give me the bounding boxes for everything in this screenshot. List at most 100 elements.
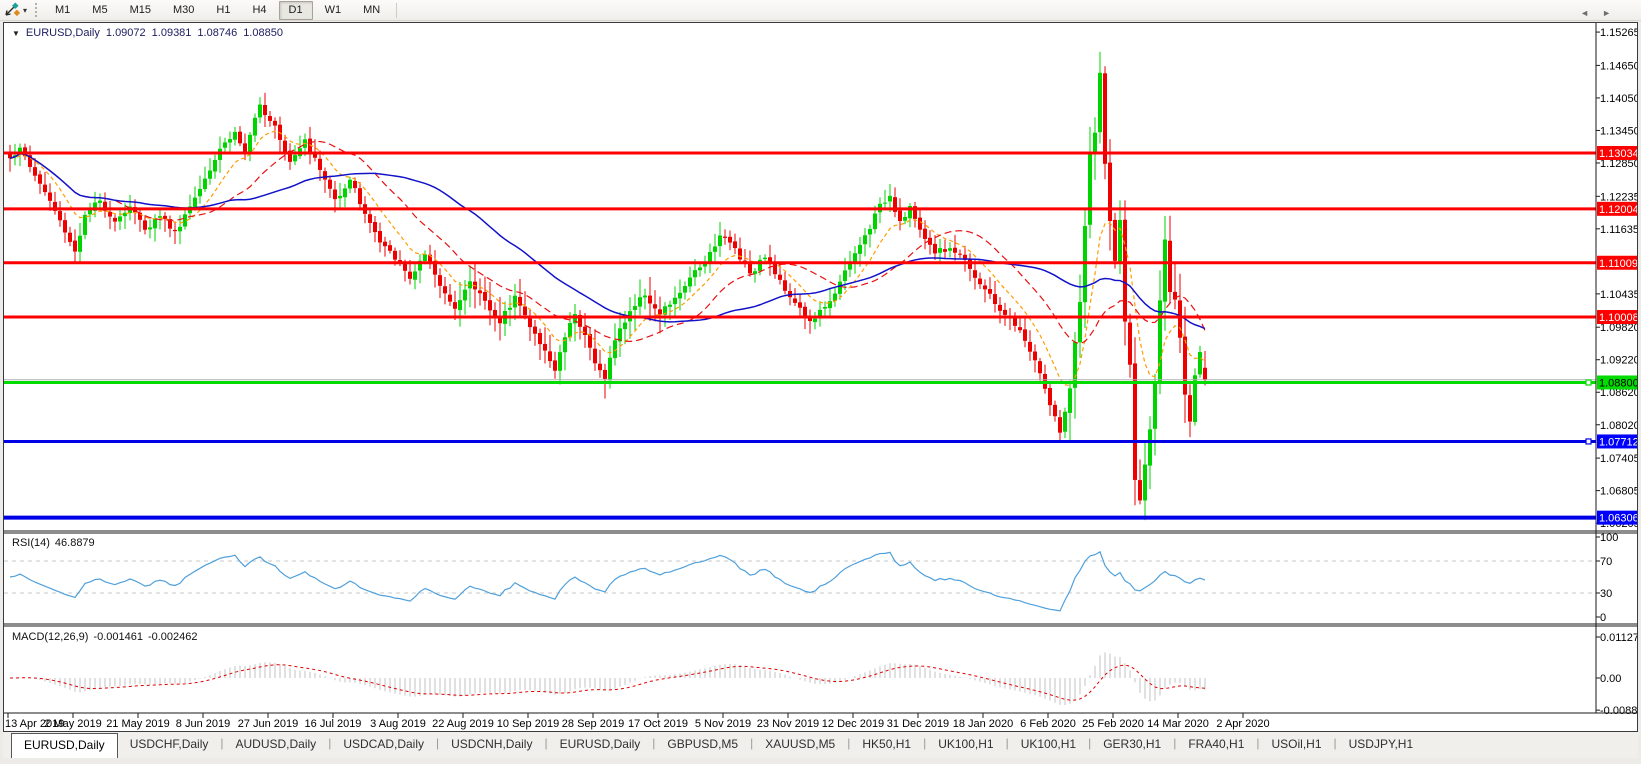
chart-tab-fra40-h1[interactable]: FRA40,H1 <box>1188 737 1245 751</box>
svg-text:1.10435: 1.10435 <box>1600 289 1637 301</box>
svg-text:2 Apr 2020: 2 Apr 2020 <box>1216 718 1269 730</box>
tab-separator: | <box>652 736 656 750</box>
macd-axis: 0.011277 0.00 -0.008845 <box>1596 632 1641 717</box>
timeframe-button-m1[interactable]: M1 <box>55 3 71 16</box>
chart-symbol-dropdown-icon[interactable]: ▼ <box>12 29 20 38</box>
svg-text:1.08800: 1.08800 <box>1599 377 1637 389</box>
rsi-axis: 100 70 30 0 <box>1596 532 1618 624</box>
ohlc-low-value: 1.08746 <box>197 27 238 39</box>
tab-separator: | <box>750 736 754 750</box>
svg-text:1.07712: 1.07712 <box>1599 436 1637 448</box>
chart-tab-eurusd-daily[interactable]: EURUSD,Daily <box>559 737 641 751</box>
svg-text:21 May 2019: 21 May 2019 <box>106 718 170 730</box>
chart-tabs: EURUSD,Daily USDCHF,Daily | AUDUSD,Daily | US… <box>11 732 1425 758</box>
chart-tab-uk100-h1[interactable]: UK100,H1 <box>938 737 994 751</box>
svg-text:3 Aug 2019: 3 Aug 2019 <box>370 718 426 730</box>
toolbar-separator <box>396 2 398 18</box>
svg-text:1.07405: 1.07405 <box>1600 453 1637 465</box>
svg-text:0: 0 <box>1600 612 1606 624</box>
chart-tab-usdcad-daily[interactable]: USDCAD,Daily <box>343 737 424 751</box>
chart-tab-usoil-h1[interactable]: USOil,H1 <box>1271 737 1322 751</box>
macd-main-value: -0.001461 <box>93 631 143 643</box>
rsi-indicator-label: RSI(14) 46.8879 <box>12 537 100 549</box>
crosshair-pointer-icon <box>5 2 20 17</box>
svg-text:1.06805: 1.06805 <box>1600 486 1637 498</box>
tab-separator: | <box>1256 736 1260 750</box>
svg-text:70: 70 <box>1600 556 1612 568</box>
macd-name: MACD(12,26,9) <box>12 631 89 643</box>
timeframe-button-h4[interactable]: H4 <box>252 3 267 16</box>
svg-text:1.14650: 1.14650 <box>1600 60 1637 72</box>
chart-tab-xauusd-m5[interactable]: XAUUSD,M5 <box>765 737 836 751</box>
timeframe-button-m30[interactable]: M30 <box>172 3 195 16</box>
svg-text:31 Dec 2019: 31 Dec 2019 <box>887 718 949 730</box>
tab-separator: | <box>1005 736 1009 750</box>
tab-separator: | <box>220 736 224 750</box>
chart-tab-hk50-h1[interactable]: HK50,H1 <box>862 737 912 751</box>
chart-tab-eurusd-daily[interactable]: EURUSD,Daily <box>11 733 118 758</box>
svg-text:14 Mar 2020: 14 Mar 2020 <box>1147 718 1209 730</box>
timeframe-button-h1[interactable]: H1 <box>216 3 231 16</box>
chart-tab-usdjpy-h1[interactable]: USDJPY,H1 <box>1348 737 1414 751</box>
svg-text:25 Feb 2020: 25 Feb 2020 <box>1082 718 1144 730</box>
svg-text:1.12004: 1.12004 <box>1599 204 1637 216</box>
chart-tab-usdcnh-daily[interactable]: USDCNH,Daily <box>451 737 533 751</box>
toolbar-grip-handle[interactable] <box>35 3 38 17</box>
macd-signal-value: -0.002462 <box>147 631 198 643</box>
svg-text:27 Jun 2019: 27 Jun 2019 <box>238 718 299 730</box>
svg-text:5 Nov 2019: 5 Nov 2019 <box>695 718 751 730</box>
svg-text:10 Sep 2019: 10 Sep 2019 <box>497 718 559 730</box>
chart-symbol-label: EURUSD,Daily <box>25 27 100 39</box>
horizontal-level-lines <box>4 151 1596 520</box>
ma-line-ema10 <box>9 130 1206 387</box>
tabs-scroll-left-button[interactable]: ◄ <box>1580 8 1589 18</box>
chart-tab-ger30-h1[interactable]: GER30,H1 <box>1103 737 1162 751</box>
tab-separator: | <box>1173 736 1177 750</box>
rsi-name: RSI(14) <box>12 537 50 549</box>
chart-cursor-tool-button[interactable] <box>0 2 22 18</box>
svg-text:100: 100 <box>1600 532 1618 544</box>
svg-text:16 Jul 2019: 16 Jul 2019 <box>305 718 362 730</box>
candlesticks <box>8 51 1207 521</box>
svg-text:13 Apr 2019: 13 Apr 2019 <box>5 718 64 730</box>
svg-text:1.13034: 1.13034 <box>1599 148 1637 160</box>
tab-separator: | <box>436 736 440 750</box>
chart-tab-uk100-h1[interactable]: UK100,H1 <box>1020 737 1077 751</box>
chart-window[interactable]: 1.15265 1.14650 1.14050 1.13450 1.12850 1.122… <box>3 22 1641 732</box>
svg-text:1.08620: 1.08620 <box>1600 387 1637 399</box>
level-line-handle <box>1585 379 1592 386</box>
timeframe-button-m15[interactable]: M15 <box>129 3 151 16</box>
rsi-level-lines <box>4 560 1596 594</box>
timeframe-button-w1[interactable]: W1 <box>324 3 342 16</box>
svg-text:28 Sep 2019: 28 Sep 2019 <box>562 718 624 730</box>
timeframe-button-m5[interactable]: M5 <box>92 3 108 16</box>
chart-canvas[interactable]: 1.15265 1.14650 1.14050 1.13450 1.12850 1.122… <box>4 22 1641 731</box>
chart-tab-gbpusd-m5[interactable]: GBPUSD,M5 <box>667 737 739 751</box>
timeframe-button-mn[interactable]: MN <box>363 3 381 16</box>
chart-tab-audusd-daily[interactable]: AUDUSD,Daily <box>235 737 317 751</box>
svg-text:1.12235: 1.12235 <box>1600 191 1637 203</box>
timeframe-toolbar: ▾ M1 M5 M15 M30 H1 H4 D1 W1 MN <box>0 0 1641 21</box>
tab-separator: | <box>328 736 332 750</box>
svg-text:17 Oct 2019: 17 Oct 2019 <box>628 718 688 730</box>
svg-text:22 Aug 2019: 22 Aug 2019 <box>432 718 494 730</box>
svg-text:0.011277: 0.011277 <box>1600 632 1637 644</box>
tool-dropdown-caret-icon[interactable]: ▾ <box>23 5 28 15</box>
timeframe-button-d1[interactable]: D1 <box>278 0 313 20</box>
tab-separator: | <box>544 736 548 750</box>
macd-histogram <box>14 652 1206 705</box>
svg-text:6 Feb 2020: 6 Feb 2020 <box>1020 718 1076 730</box>
svg-text:30: 30 <box>1600 588 1612 600</box>
svg-text:1.09820: 1.09820 <box>1600 322 1637 334</box>
chart-tab-usdchf-daily[interactable]: USDCHF,Daily <box>129 737 209 751</box>
tab-separator: | <box>847 736 851 750</box>
tab-separator: | <box>1088 736 1092 750</box>
chart-title-bar: ▼ EURUSD,Daily 1.09072 1.09381 1.08746 1.0885… <box>12 27 283 39</box>
tabs-scroll-right-button[interactable]: ► <box>1602 8 1611 18</box>
macd-indicator-label: MACD(12,26,9) -0.001461 -0.002462 <box>12 631 203 643</box>
svg-text:8 Jun 2019: 8 Jun 2019 <box>176 718 230 730</box>
ohlc-open-value: 1.09072 <box>105 27 146 39</box>
rsi-line <box>9 550 1206 612</box>
svg-text:1.15265: 1.15265 <box>1600 27 1637 39</box>
